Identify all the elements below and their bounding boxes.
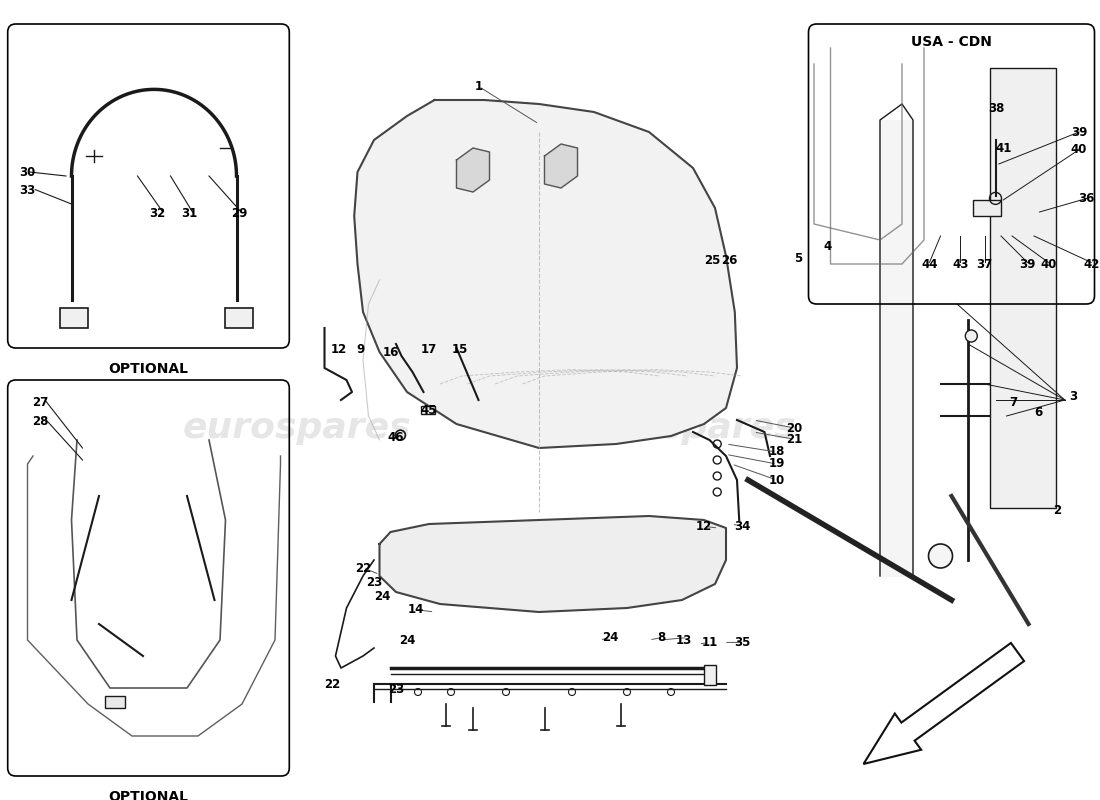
FancyArrow shape [864, 643, 1024, 764]
Text: 28: 28 [33, 415, 48, 428]
Bar [104, 696, 124, 708]
Bar [704, 665, 716, 685]
Text: 35: 35 [735, 636, 750, 649]
Text: 1: 1 [474, 80, 483, 93]
Text: 22: 22 [324, 678, 340, 690]
Text: 12: 12 [696, 520, 712, 533]
Text: 16: 16 [383, 346, 398, 358]
Text: 26: 26 [722, 254, 737, 266]
Text: 36: 36 [1079, 192, 1094, 205]
Bar [421, 406, 436, 414]
Text: 21: 21 [786, 433, 802, 446]
Bar [972, 200, 1001, 216]
Text: OPTIONAL: OPTIONAL [109, 362, 188, 376]
Text: 42: 42 [1084, 258, 1099, 270]
Text: 2: 2 [1053, 504, 1062, 517]
Text: OPTIONAL: OPTIONAL [109, 790, 188, 800]
Text: eurospares: eurospares [183, 411, 411, 445]
Text: eurospares: eurospares [568, 411, 796, 445]
Text: 25: 25 [705, 254, 720, 266]
Text: 14: 14 [408, 603, 424, 616]
Text: 7: 7 [1009, 396, 1018, 409]
Text: 6: 6 [1034, 406, 1043, 418]
Text: 39: 39 [1071, 126, 1087, 138]
Bar [990, 68, 1056, 508]
Text: 17: 17 [421, 343, 437, 356]
Text: 23: 23 [388, 683, 404, 696]
Text: 46: 46 [387, 431, 405, 444]
Text: 39: 39 [1020, 258, 1035, 270]
Text: 43: 43 [953, 258, 968, 270]
Polygon shape [544, 144, 578, 188]
Text: 20: 20 [786, 422, 802, 434]
Text: 19: 19 [769, 458, 784, 470]
Text: 22: 22 [355, 562, 371, 574]
Text: 4: 4 [823, 240, 832, 253]
Text: 24: 24 [375, 590, 390, 602]
Text: 40: 40 [1041, 258, 1056, 270]
Bar [59, 308, 88, 328]
Text: 13: 13 [676, 634, 692, 646]
Text: 12: 12 [331, 343, 346, 356]
Polygon shape [880, 120, 913, 576]
Text: 24: 24 [399, 634, 415, 646]
Text: 38: 38 [989, 102, 1004, 114]
Polygon shape [379, 516, 726, 612]
Text: 18: 18 [769, 446, 784, 458]
Text: 10: 10 [769, 474, 784, 486]
Text: 44: 44 [922, 258, 937, 270]
Text: 34: 34 [735, 520, 750, 533]
Bar [224, 308, 253, 328]
Polygon shape [456, 148, 490, 192]
Circle shape [928, 544, 953, 568]
Text: 29: 29 [232, 207, 248, 220]
Text: 30: 30 [20, 166, 35, 178]
Text: 8: 8 [657, 631, 665, 644]
Text: 37: 37 [977, 258, 992, 270]
Text: USA - CDN: USA - CDN [911, 35, 992, 50]
Text: 33: 33 [20, 184, 35, 197]
Circle shape [966, 330, 977, 342]
Text: 23: 23 [366, 576, 382, 589]
Text: 3: 3 [1069, 390, 1078, 402]
Text: 32: 32 [150, 207, 165, 220]
Text: 27: 27 [33, 396, 48, 409]
Text: 41: 41 [996, 142, 1011, 154]
Text: 5: 5 [794, 252, 803, 265]
Text: 40: 40 [1071, 143, 1087, 156]
Text: 15: 15 [452, 343, 468, 356]
Text: 31: 31 [182, 207, 197, 220]
Text: 11: 11 [702, 636, 717, 649]
Polygon shape [354, 100, 737, 448]
Text: 24: 24 [603, 631, 618, 644]
Text: 9: 9 [356, 343, 365, 356]
Text: 45: 45 [420, 404, 438, 417]
